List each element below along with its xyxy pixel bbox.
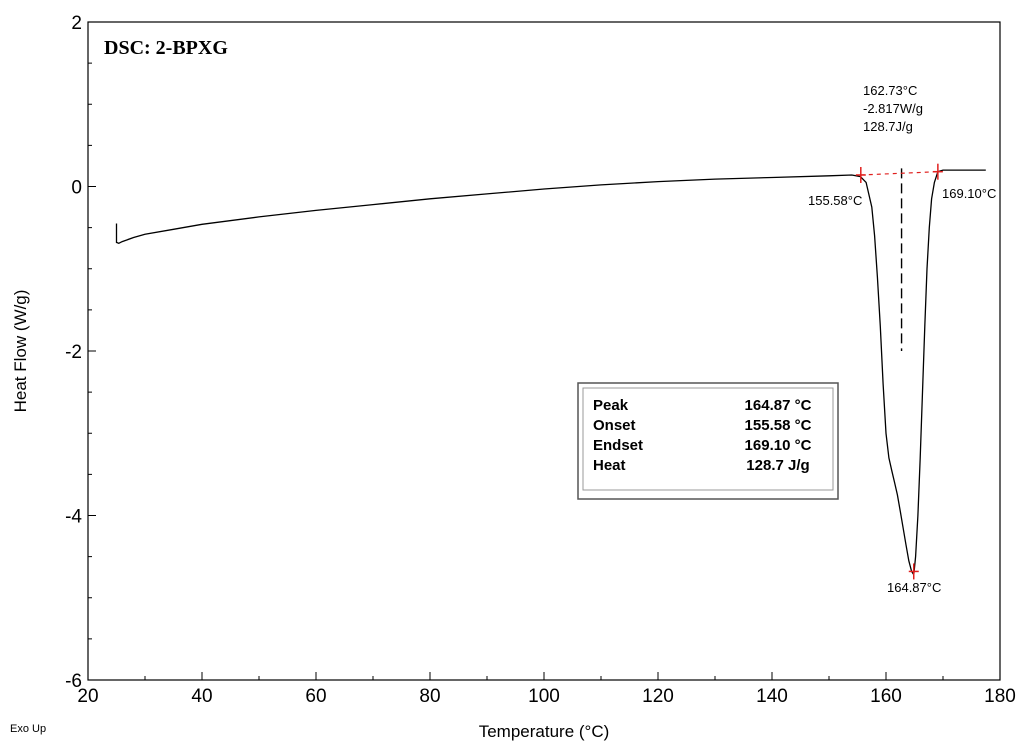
x-tick-label: 60: [305, 686, 326, 707]
series-layer: [115, 168, 986, 577]
x-tick-label: 100: [528, 686, 560, 707]
x-tick-label: 40: [191, 686, 212, 707]
y-tick-label: -2: [65, 342, 82, 363]
results-table: Peak 164.87 °C Onset 155.58 °C Endset 16…: [577, 382, 839, 500]
series-line: [115, 169, 986, 577]
onset-label: 155.58°C: [808, 193, 862, 208]
partial-peak-temp-label: 162.73°C: [863, 83, 917, 98]
x-tick-label: 120: [642, 686, 674, 707]
results-table-outer-border: [577, 382, 839, 500]
partial-peak-enthalpy-label: 128.7J/g: [863, 119, 913, 134]
annotation-layer: 162.73°C -2.817W/g 128.7J/g 155.58°C 169…: [808, 83, 996, 595]
table-row-value: 155.58 °C: [745, 417, 812, 434]
table-row-value: 164.87 °C: [745, 397, 812, 414]
baseline-layer: [855, 163, 943, 580]
table-row-value: 128.7 J/g: [746, 457, 809, 474]
partial-peak-heatflow-label: -2.817W/g: [863, 101, 923, 116]
exo-up-label: Exo Up: [10, 723, 46, 735]
y-axis-ticks: 2 0 -2 -4 -6: [65, 13, 96, 692]
y-tick-label: -4: [65, 507, 82, 528]
y-axis-title: Heat Flow (W/g): [11, 290, 30, 413]
table-row-value: 169.10 °C: [745, 437, 812, 454]
y-tick-label: 2: [71, 13, 82, 34]
y-tick-label: 0: [71, 178, 82, 199]
endset-label: 169.10°C: [942, 186, 996, 201]
x-tick-label: 20: [77, 686, 98, 707]
table-row-label: Onset: [593, 417, 636, 434]
chart-title: DSC: 2-BPXG: [104, 37, 228, 59]
x-tick-label: 160: [870, 686, 902, 707]
x-tick-label: 180: [984, 686, 1016, 707]
table-row-label: Peak: [593, 397, 629, 414]
x-tick-label: 80: [419, 686, 440, 707]
table-row-label: Endset: [593, 437, 643, 454]
x-axis-ticks: 20 40 60 80 100 120 140 160 180: [77, 672, 1016, 707]
y-tick-label: -6: [65, 671, 82, 692]
peak-label: 164.87°C: [887, 580, 941, 595]
x-axis-title: Temperature (°C): [479, 722, 610, 741]
table-row-label: Heat: [593, 457, 626, 474]
x-tick-label: 140: [756, 686, 788, 707]
integration-baseline: [860, 171, 938, 176]
results-table-inner-border: [582, 387, 834, 491]
